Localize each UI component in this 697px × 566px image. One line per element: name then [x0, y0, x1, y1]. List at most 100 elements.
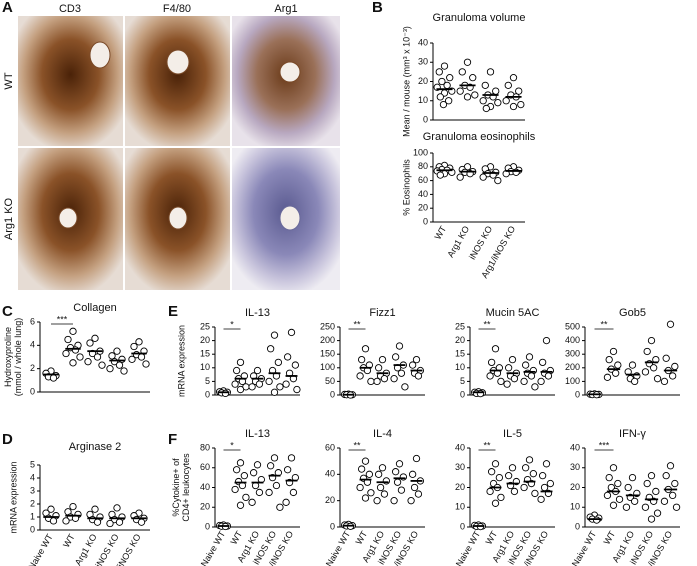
y-tick-label: 40 — [325, 469, 335, 479]
dot — [486, 68, 495, 76]
significance-label: *** — [57, 314, 68, 324]
y-tick-label: 10 — [418, 95, 428, 105]
y-tick-label: 80 — [418, 161, 428, 171]
dot — [276, 383, 284, 391]
dot — [221, 389, 230, 398]
dot — [49, 517, 58, 525]
dot — [249, 469, 258, 477]
dot — [672, 503, 681, 511]
dot — [391, 468, 400, 476]
dot — [542, 460, 551, 468]
micrograph — [18, 16, 123, 146]
dot — [628, 361, 637, 369]
y-tick-label: 0 — [30, 386, 35, 396]
dot — [231, 380, 239, 388]
dot — [517, 100, 525, 109]
x-tick-label: WT — [602, 529, 618, 547]
column-header: CD3 — [59, 3, 81, 15]
dot — [603, 373, 612, 381]
dot — [367, 377, 375, 386]
dot — [380, 375, 389, 383]
chart-title: IL-13 — [245, 307, 270, 319]
dot — [609, 501, 618, 509]
dot — [486, 372, 494, 380]
dot — [435, 68, 443, 76]
dot — [397, 369, 406, 377]
dot — [236, 459, 245, 467]
y-tick-label: 15 — [200, 349, 210, 359]
dot — [504, 81, 512, 90]
dot — [653, 375, 662, 383]
dot — [395, 342, 404, 350]
dot — [248, 383, 256, 391]
panel-label: F — [168, 431, 177, 448]
chart-title: IL-5 — [503, 428, 522, 440]
dot — [471, 91, 479, 99]
dot — [395, 460, 404, 468]
dot — [282, 380, 290, 388]
dot — [487, 358, 496, 367]
dot — [287, 454, 296, 462]
dot — [495, 473, 504, 482]
dot — [445, 97, 453, 105]
vessel — [166, 49, 190, 75]
dot — [671, 362, 679, 371]
dot — [631, 377, 639, 386]
y-tick-label: 4 — [30, 472, 35, 482]
dot — [643, 347, 651, 356]
significance-label: ** — [353, 319, 361, 329]
dot — [242, 493, 250, 502]
dot — [378, 464, 387, 472]
y-tick-label: 400 — [565, 335, 580, 345]
dot — [521, 464, 530, 472]
dot — [414, 372, 423, 380]
dot — [669, 491, 677, 500]
significance-label: ** — [353, 440, 361, 450]
dot — [274, 358, 283, 367]
dot — [137, 518, 146, 526]
dot — [612, 369, 620, 377]
dot — [669, 372, 677, 380]
significance-label: ** — [600, 319, 608, 329]
dot — [520, 483, 528, 492]
dot — [282, 498, 290, 506]
dot — [240, 471, 249, 480]
micrograph — [125, 16, 230, 146]
vessel — [279, 205, 301, 231]
y-tick-label: 40 — [570, 442, 580, 452]
dot — [652, 487, 660, 496]
y-tick-label: 0 — [330, 521, 335, 531]
dot — [443, 81, 451, 90]
dot — [641, 503, 650, 511]
dot — [408, 361, 417, 369]
dot — [412, 454, 421, 463]
dot — [666, 320, 675, 328]
dot — [361, 494, 370, 502]
dot — [653, 509, 662, 517]
dot — [106, 519, 114, 528]
y-tick-label: 1 — [30, 511, 35, 521]
dot — [62, 517, 70, 525]
dot — [537, 377, 545, 386]
dot — [91, 334, 99, 342]
dot — [390, 375, 398, 383]
dot — [367, 489, 375, 497]
dot — [671, 479, 679, 488]
significance-label: * — [230, 319, 234, 329]
dot — [479, 97, 487, 105]
y-tick-label: 15 — [455, 349, 465, 359]
y-axis-label-line: (mmol / whole lung) — [13, 318, 23, 397]
dot — [376, 483, 385, 492]
dot — [660, 497, 669, 505]
row-header: Arg1 KO — [3, 197, 15, 240]
y-tick-label: 0 — [575, 389, 580, 399]
dot — [494, 99, 502, 107]
dot — [491, 499, 500, 507]
dot — [137, 353, 146, 361]
dot — [510, 487, 519, 496]
vessel — [168, 206, 188, 230]
dot — [270, 331, 279, 339]
dot — [508, 464, 517, 472]
dot — [356, 483, 364, 492]
dot — [393, 478, 402, 486]
